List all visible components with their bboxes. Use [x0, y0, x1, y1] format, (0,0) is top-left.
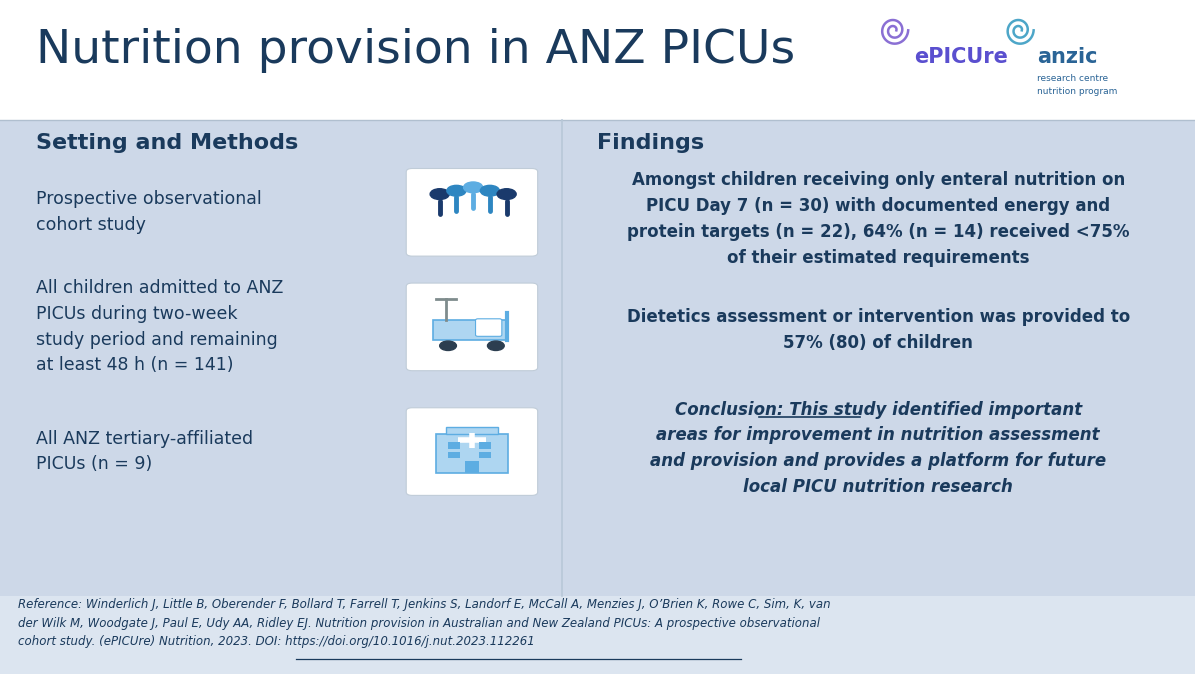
Circle shape: [480, 185, 499, 196]
FancyBboxPatch shape: [0, 120, 1195, 596]
Text: All ANZ tertiary-affiliated
PICUs (n = 9): All ANZ tertiary-affiliated PICUs (n = 9…: [36, 430, 253, 473]
Text: All children admitted to ANZ
PICUs during two-week
study period and remaining
at: All children admitted to ANZ PICUs durin…: [36, 279, 283, 375]
Text: research centre: research centre: [1037, 74, 1109, 84]
FancyBboxPatch shape: [479, 442, 491, 449]
Circle shape: [463, 182, 482, 193]
Text: Nutrition provision in ANZ PICUs: Nutrition provision in ANZ PICUs: [36, 28, 794, 73]
Text: Conclusion: This study identified important
areas for improvement in nutrition a: Conclusion: This study identified import…: [650, 400, 1106, 496]
FancyBboxPatch shape: [432, 320, 506, 340]
Text: Dietetics assessment or intervention was provided to
57% (80) of children: Dietetics assessment or intervention was…: [626, 309, 1130, 352]
Circle shape: [487, 341, 504, 350]
FancyBboxPatch shape: [448, 452, 460, 458]
Text: anzic: anzic: [1037, 47, 1098, 67]
FancyBboxPatch shape: [407, 283, 538, 371]
FancyBboxPatch shape: [0, 596, 1195, 674]
Circle shape: [430, 189, 449, 200]
Circle shape: [439, 341, 456, 350]
FancyBboxPatch shape: [479, 452, 491, 458]
Text: nutrition program: nutrition program: [1037, 87, 1117, 96]
FancyBboxPatch shape: [407, 168, 538, 256]
FancyBboxPatch shape: [445, 427, 498, 434]
Text: Amongst children receiving only enteral nutrition on
PICU Day 7 (n = 30) with do: Amongst children receiving only enteral …: [626, 171, 1129, 267]
Text: Reference: Winderlich J, Little B, Oberender F, Bollard T, Farrell T, Jenkins S,: Reference: Winderlich J, Little B, Obere…: [18, 599, 830, 648]
Text: ePICUre: ePICUre: [914, 47, 1008, 67]
FancyBboxPatch shape: [436, 434, 508, 473]
FancyBboxPatch shape: [464, 461, 479, 473]
FancyBboxPatch shape: [0, 0, 1195, 120]
FancyBboxPatch shape: [448, 442, 460, 449]
FancyBboxPatch shape: [407, 408, 538, 495]
Circle shape: [497, 189, 516, 200]
Text: Prospective observational
cohort study: Prospective observational cohort study: [36, 191, 262, 234]
FancyBboxPatch shape: [475, 319, 502, 336]
Text: Setting and Methods: Setting and Methods: [36, 133, 298, 153]
Text: Findings: Findings: [598, 133, 704, 153]
Circle shape: [446, 185, 466, 196]
